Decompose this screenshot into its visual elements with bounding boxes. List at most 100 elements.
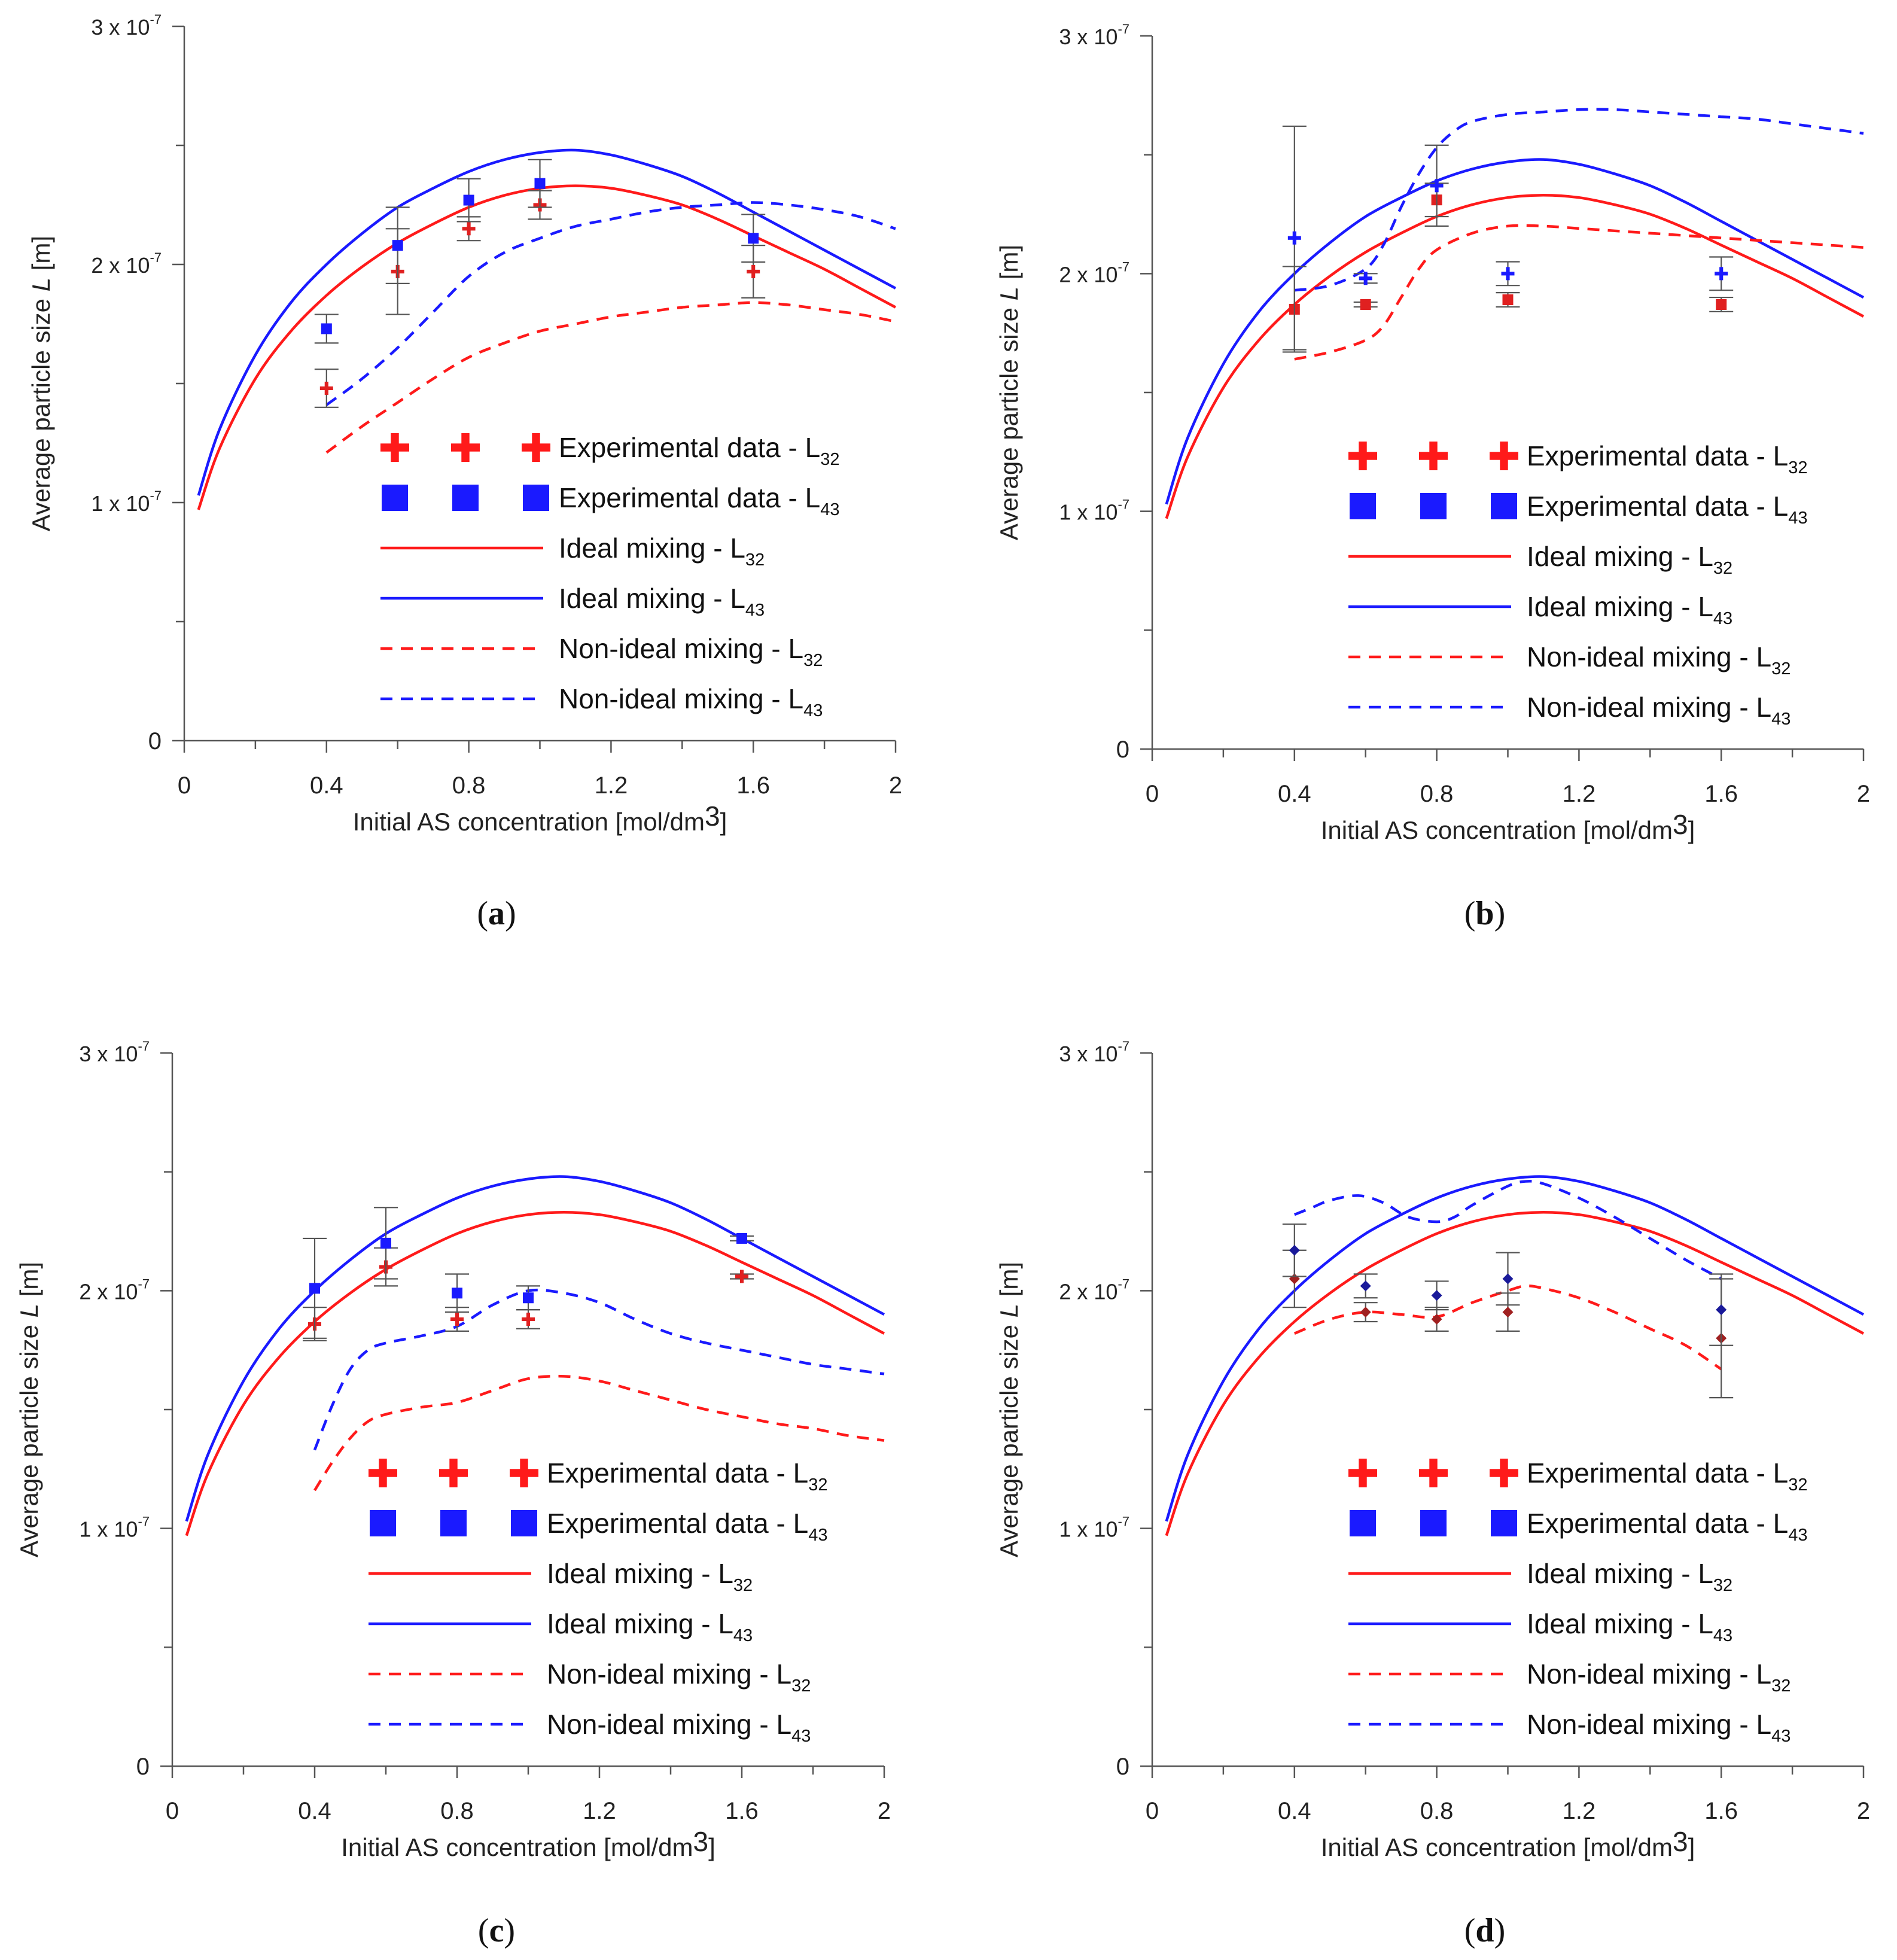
legend-marker [370,1510,396,1536]
series-line-non-ideal-mixing-l32 [313,1374,885,1492]
data-point-experimental-data-l32 [739,1270,744,1283]
x-tick-label: 0.4 [1278,781,1311,807]
legend-marker [391,433,399,462]
panel-caption: (d) [1464,1912,1505,1949]
x-tick-label: 1.6 [1704,781,1738,807]
series-line-ideal-mixing-l32 [1165,193,1865,519]
legend-label: Non-ideal mixing - L32 [547,1658,811,1696]
legend-marker [523,485,549,511]
legend-marker [449,1459,458,1487]
legend-entry: Experimental data - L43 [370,1508,828,1545]
data-point-experimental-data-l43 [1506,267,1510,281]
legend-marker [1420,493,1447,519]
legend-marker [1429,1459,1438,1487]
legend-marker [1359,1459,1367,1487]
legend-label: Ideal mixing - L32 [1527,1558,1732,1595]
data-point-experimental-data-l32 [526,1313,531,1326]
legend-entry: Non-ideal mixing - L43 [369,1709,811,1746]
legend-entry: Non-ideal mixing - L32 [1348,641,1791,678]
legend-label: Experimental data - L32 [1527,1457,1808,1495]
series-line-non-ideal-mixing-l43 [325,201,896,406]
data-point-experimental-data-l43 [452,1288,462,1299]
x-tick-label: 0 [1146,1798,1159,1824]
data-point-experimental-data-l32 [467,222,471,236]
x-tick-label: 1.6 [1704,1798,1738,1824]
legend-marker [382,485,408,511]
x-axis-label: Initial AS concentration [mol/dm3] [353,801,727,836]
legend-label: Non-ideal mixing - L43 [1527,1709,1791,1746]
y-axis-label: Average particle size L [m] [995,245,1023,540]
legend-label: Ideal mixing - L43 [1527,591,1732,628]
x-tick-label: 1.2 [1563,781,1596,807]
x-tick-label: 1.2 [1563,1798,1596,1824]
y-axis-label: Average particle size L [m] [995,1262,1023,1557]
data-point-experimental-data-l43 [736,1232,747,1244]
y-tick-label: 1 x 10-7 [1059,497,1129,525]
legend-label: Ideal mixing - L43 [1527,1608,1732,1645]
data-point-experimental-data-l43 [380,1237,391,1249]
legend-entry: Experimental data - L32 [1348,440,1808,477]
legend-entry: Ideal mixing - L32 [380,532,765,570]
legend-marker [1420,1510,1447,1536]
legend-entry: Non-ideal mixing - L43 [380,683,823,720]
legend-label: Experimental data - L32 [547,1457,828,1495]
data-point-experimental-data-l32 [1502,294,1514,306]
data-point-experimental-data-l32 [1431,1314,1442,1325]
legend-marker [511,1510,537,1536]
y-tick-label: 3 x 10-7 [91,12,162,39]
data-point-experimental-data-l32 [1502,1307,1514,1318]
legend-label: Non-ideal mixing - L32 [1527,641,1791,678]
legend-label: Experimental data - L43 [1527,1508,1808,1545]
legend-marker [1500,442,1508,470]
legend-marker [520,1459,528,1487]
data-point-experimental-data-l32 [1360,299,1371,310]
x-tick-label: 0.8 [440,1798,474,1824]
legend-label: Ideal mixing - L32 [547,1558,753,1595]
x-tick-label: 1.6 [736,772,770,799]
data-point-experimental-data-l43 [1502,1273,1514,1285]
series-line-ideal-mixing-l32 [197,184,897,510]
legend-marker [532,433,540,462]
x-tick-label: 0 [178,772,191,799]
x-tick-label: 2 [1857,781,1870,807]
x-tick-label: 1.2 [583,1798,616,1824]
data-point-experimental-data-l43 [523,1292,534,1304]
series-line-ideal-mixing-l32 [1165,1210,1865,1536]
legend-entry: Ideal mixing - L43 [380,583,765,620]
y-tick-label: 3 x 10-7 [1059,1039,1129,1066]
legend-marker [1491,1510,1517,1536]
x-tick-label: 1.2 [595,772,628,799]
legend-marker [1491,493,1517,519]
data-point-experimental-data-l43 [1435,179,1439,193]
y-tick-label: 2 x 10-7 [79,1276,150,1304]
x-tick-label: 0 [1146,781,1159,807]
data-point-experimental-data-l43 [1716,1304,1727,1316]
x-tick-label: 2 [889,772,902,799]
y-tick-label: 0 [136,1754,150,1780]
legend-entry: Non-ideal mixing - L32 [369,1658,811,1696]
data-point-experimental-data-l43 [748,233,759,244]
series-line-ideal-mixing-l43 [185,1175,885,1522]
legend-label: Non-ideal mixing - L43 [1527,692,1791,729]
data-point-experimental-data-l43 [321,323,332,334]
series-line-non-ideal-mixing-l32 [325,301,896,454]
panel-c: 0 0.4 0.8 1.2 1.6 2 0 1 x 10-7 2 x 10-7 3 x 10-7 I… [15,1039,891,1949]
y-tick-label: 2 x 10-7 [1059,1276,1129,1304]
x-tick-label: 0.8 [1420,1798,1454,1824]
data-point-experimental-data-l43 [1292,231,1296,245]
data-point-experimental-data-l32 [455,1313,459,1326]
legend-entry: Experimental data - L32 [369,1457,828,1495]
legend-label: Non-ideal mixing - L43 [547,1709,811,1746]
data-point-experimental-data-l32 [751,264,756,278]
legend-entry: Ideal mixing - L32 [1348,541,1732,578]
legend-marker [452,485,479,511]
legend-entry: Non-ideal mixing - L32 [380,633,823,670]
legend-label: Experimental data - L43 [1527,491,1808,528]
panel-a: 0 0.4 0.8 1.2 1.6 2 0 1 x 10-7 2 x 10-7 3 x 10-7 I… [27,12,902,932]
series-line-non-ideal-mixing-l32 [1293,1284,1722,1371]
legend-marker [1359,442,1367,470]
legend-entry: Experimental data - L43 [1350,491,1808,528]
y-axis-label: Average particle size L [m] [27,236,55,531]
y-tick-label: 3 x 10-7 [79,1039,150,1066]
